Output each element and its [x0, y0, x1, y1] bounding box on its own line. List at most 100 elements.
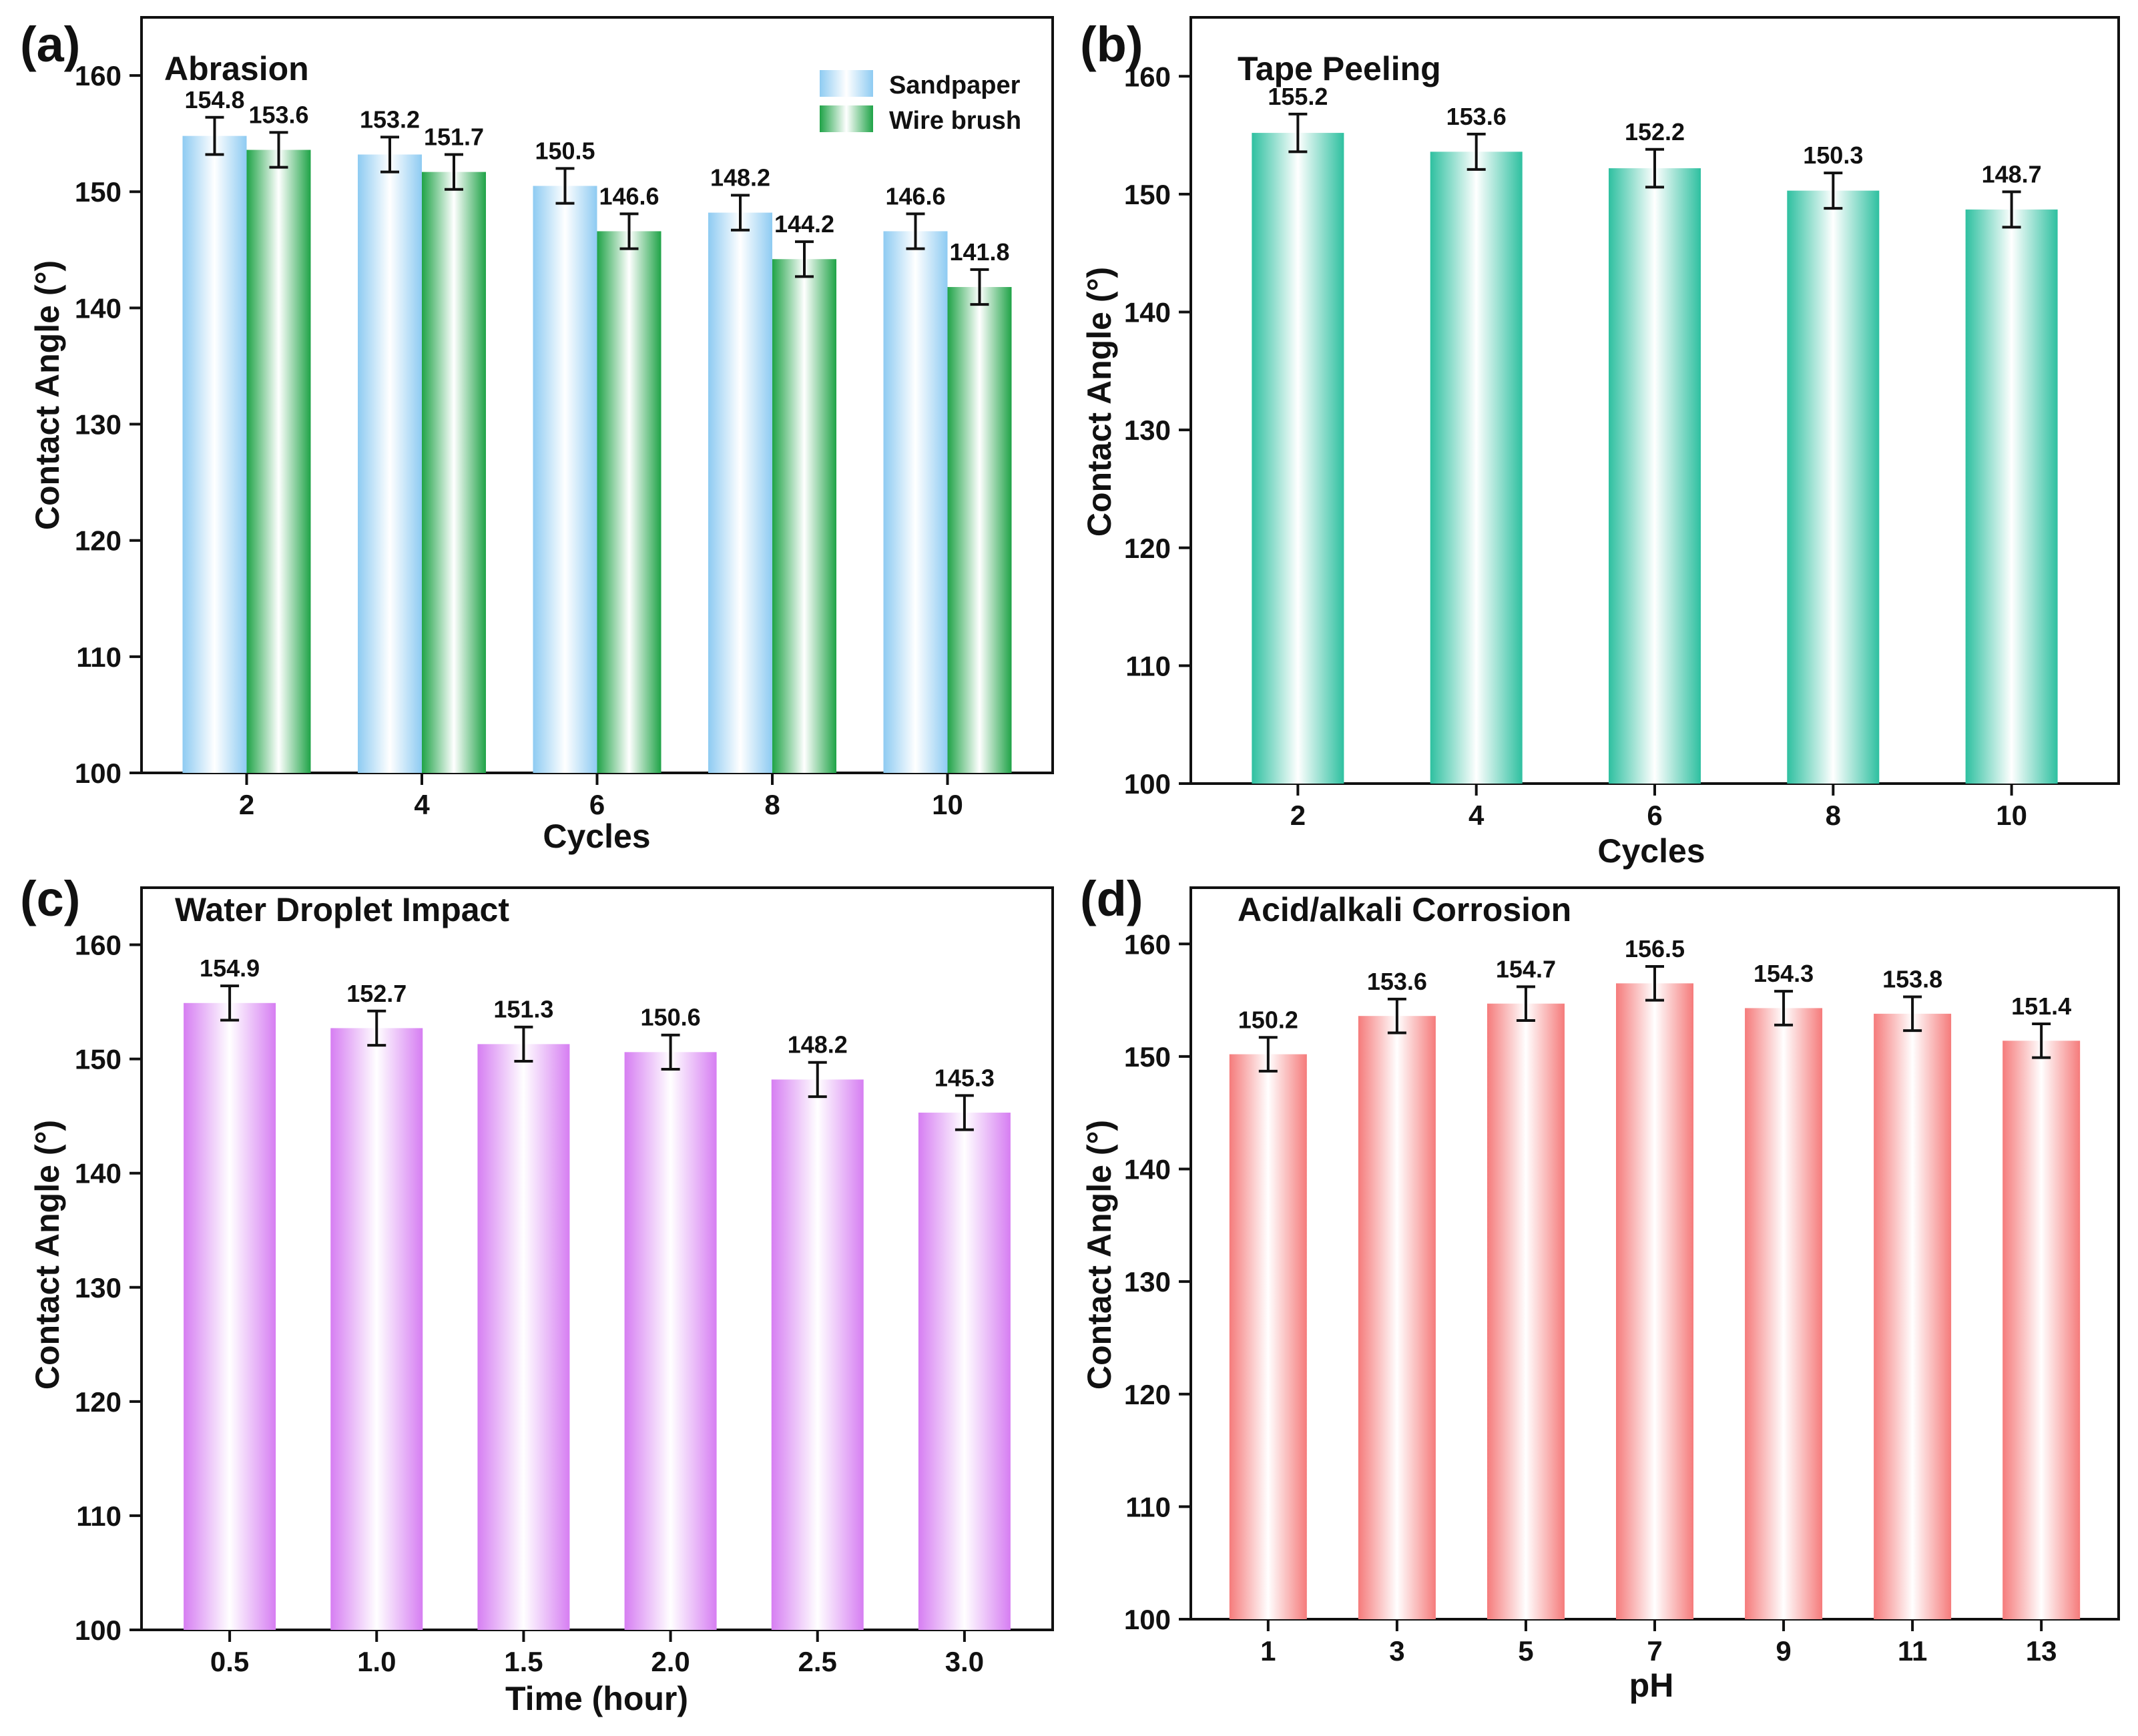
- chart-title-c: Water Droplet Impact: [175, 891, 509, 928]
- y-tick-label-d: 150: [1124, 1041, 1171, 1073]
- x-axis-label-b: Cycles: [1597, 832, 1705, 870]
- y-axis-label-b: Contact Angle (°): [1081, 267, 1118, 537]
- panel-label-c: (c): [20, 871, 80, 926]
- data-label-a: 153.6: [248, 101, 308, 128]
- x-tick-label-c: 0.5: [210, 1646, 249, 1677]
- error-bar-a: [445, 153, 463, 191]
- bar-a-sandpaper-10: [883, 231, 948, 773]
- error-bar-d: [1387, 997, 1406, 1035]
- x-axis-label-d: pH: [1629, 1667, 1674, 1704]
- data-label-a: 144.2: [774, 210, 834, 238]
- error-bar-a: [555, 167, 575, 205]
- legend-swatch-sandpaper: [820, 70, 873, 97]
- panel-label-d: (d): [1080, 871, 1143, 926]
- chart-title-d: Acid/alkali Corrosion: [1238, 891, 1571, 928]
- bar-d-acid-alkali-corrosion-7: [1616, 983, 1693, 1619]
- x-tick-label-a: 2: [239, 789, 254, 820]
- data-label-a: 146.6: [885, 182, 945, 210]
- error-bar-c: [220, 984, 240, 1022]
- error-bar-c: [661, 1033, 680, 1071]
- x-tick-label-c: 1.0: [357, 1646, 396, 1677]
- legend-label-wire-brush: Wire brush: [889, 107, 1021, 135]
- error-bar-d: [1774, 990, 1794, 1027]
- panel-label-a: (a): [20, 17, 80, 72]
- data-label-c: 152.7: [346, 980, 407, 1007]
- panel-tape-peeling: (b) Tape Peeling 100 110 120 130 140 150 160 2 4…: [1080, 16, 2120, 870]
- x-tick-label-a: 6: [589, 789, 605, 820]
- y-tick-label-d: 100: [1124, 1604, 1171, 1635]
- bar-b-tape-peeling-4: [1430, 152, 1523, 784]
- y-tick-label-b: 120: [1124, 533, 1171, 564]
- x-tick-label-b: 6: [1647, 800, 1662, 831]
- x-tick-label-c: 2.5: [798, 1646, 837, 1677]
- data-label-d: 154.3: [1754, 960, 1814, 987]
- y-tick-label-c: 130: [75, 1272, 121, 1304]
- error-bar-a: [205, 115, 224, 156]
- panel-water-droplet-impact: (c) Water Droplet Impact 100 110 120 130 140…: [20, 871, 1054, 1717]
- data-label-b: 150.3: [1803, 141, 1863, 169]
- y-tick-label-a: 140: [75, 292, 121, 324]
- bar-d-acid-alkali-corrosion-11: [1874, 1013, 1952, 1619]
- y-tick-label-c: 150: [75, 1044, 121, 1075]
- y-tick-label-d: 160: [1124, 928, 1171, 960]
- x-tick-label-a: 8: [764, 789, 780, 820]
- error-bar-a: [731, 194, 750, 232]
- panel-label-b: (b): [1080, 17, 1143, 72]
- y-tick-label-b: 150: [1124, 179, 1171, 210]
- error-bar-a: [795, 240, 814, 278]
- x-tick-label-d: 1: [1260, 1635, 1276, 1667]
- x-axis-label-c: Time (hour): [505, 1680, 688, 1717]
- bar-d-acid-alkali-corrosion-3: [1358, 1016, 1436, 1619]
- x-tick-label-c: 2.0: [651, 1646, 690, 1677]
- x-tick-label-c: 3.0: [945, 1646, 984, 1677]
- x-tick-label-d: 9: [1776, 1635, 1791, 1667]
- y-tick-label-b: 160: [1124, 61, 1171, 92]
- y-axis-label-a: Contact Angle (°): [29, 260, 66, 530]
- bar-a-sandpaper-4: [358, 154, 422, 774]
- data-label-b: 153.6: [1446, 103, 1507, 130]
- data-label-d: 156.5: [1625, 935, 1685, 962]
- data-label-d: 154.7: [1496, 955, 1556, 982]
- error-bar-c: [514, 1025, 533, 1063]
- x-tick-label-d: 13: [2026, 1635, 2057, 1667]
- x-tick-label-b: 10: [1996, 800, 2027, 831]
- bar-d-acid-alkali-corrosion-13: [2002, 1041, 2081, 1619]
- x-tick-label-a: 4: [414, 789, 430, 820]
- data-label-c: 154.9: [200, 954, 260, 982]
- y-tick-label-d: 140: [1124, 1154, 1171, 1185]
- error-bar-c: [808, 1061, 827, 1099]
- error-bar-c: [955, 1094, 974, 1131]
- error-bar-d: [2032, 1023, 2051, 1059]
- error-bar-d: [1516, 985, 1535, 1022]
- y-tick-label-b: 140: [1124, 297, 1171, 328]
- y-tick-label-a: 120: [75, 525, 121, 557]
- bar-b-tape-peeling-2: [1252, 133, 1344, 784]
- x-tick-label-d: 11: [1898, 1635, 1927, 1667]
- bar-a-wire-brush-2: [246, 150, 311, 773]
- legend-a: Sandpaper Wire brush: [820, 70, 1021, 135]
- bar-a-sandpaper-2: [182, 135, 247, 774]
- bar-c-water-droplet-impact-1.0: [330, 1028, 423, 1630]
- x-tick-label-a: 10: [932, 789, 963, 820]
- legend-label-sandpaper: Sandpaper: [889, 71, 1021, 99]
- bar-a-wire-brush-6: [597, 231, 661, 773]
- x-tick-label-d: 3: [1389, 1635, 1404, 1667]
- bar-c-water-droplet-impact-0.5: [184, 1002, 276, 1630]
- data-label-c: 148.2: [788, 1031, 848, 1059]
- panel-abrasion: (a) Abrasion 100 110 120 130 140 150 160 2 4 6 8 10…: [20, 16, 1054, 855]
- data-label-a: 146.6: [599, 182, 659, 210]
- error-bar-d: [1903, 995, 1922, 1033]
- x-tick-label-b: 2: [1290, 800, 1306, 831]
- bar-a-sandpaper-6: [533, 186, 597, 773]
- data-label-c: 145.3: [934, 1064, 995, 1091]
- bar-b-tape-peeling-6: [1609, 168, 1701, 784]
- y-axis-label-d: Contact Angle (°): [1081, 1120, 1118, 1390]
- data-label-d: 153.8: [1882, 966, 1942, 993]
- bar-b-tape-peeling-10: [1965, 209, 2058, 784]
- data-label-a: 154.8: [184, 86, 244, 113]
- bar-d-acid-alkali-corrosion-9: [1745, 1008, 1823, 1619]
- y-tick-label-b: 130: [1124, 414, 1171, 446]
- error-bar-c: [367, 1009, 386, 1047]
- x-axis-label-a: Cycles: [543, 818, 650, 855]
